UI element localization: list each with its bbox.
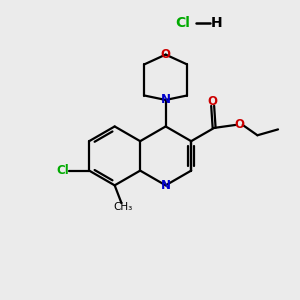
Text: H: H [210,16,222,30]
Text: N: N [161,93,171,106]
Text: CH₃: CH₃ [114,202,133,212]
Text: O: O [161,48,171,61]
Text: Cl: Cl [175,16,190,30]
Text: O: O [208,95,218,108]
Text: Cl: Cl [56,164,69,177]
Text: O: O [235,118,245,131]
Text: N: N [161,179,171,192]
